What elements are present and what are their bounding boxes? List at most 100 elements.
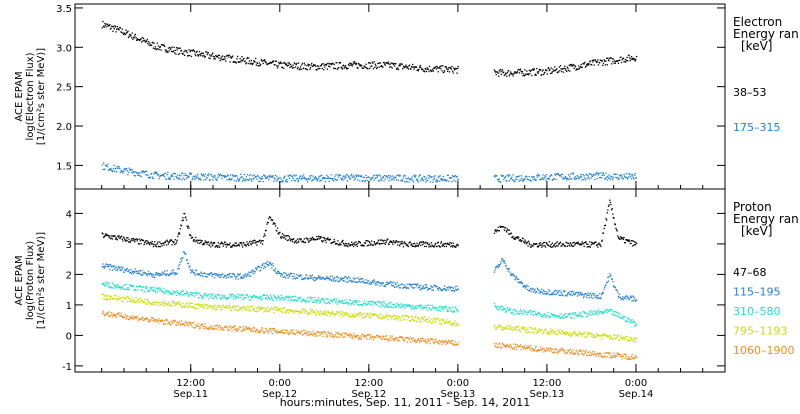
data-point xyxy=(113,284,114,285)
data-point xyxy=(172,301,173,302)
data-point xyxy=(173,291,174,292)
data-point xyxy=(112,282,113,283)
data-point xyxy=(411,308,412,309)
data-point xyxy=(291,239,292,240)
data-point xyxy=(235,243,236,244)
data-point xyxy=(442,307,443,308)
data-point xyxy=(235,298,236,299)
data-point xyxy=(108,286,109,287)
data-point xyxy=(450,242,451,243)
data-point xyxy=(408,317,409,318)
data-point xyxy=(301,238,302,239)
data-point xyxy=(632,176,633,177)
data-point xyxy=(572,291,573,292)
data-point xyxy=(365,64,366,65)
data-point xyxy=(283,300,284,301)
data-point xyxy=(177,47,178,48)
data-point xyxy=(552,293,553,294)
data-point xyxy=(287,181,288,182)
data-point xyxy=(619,340,620,341)
data-point xyxy=(546,70,547,71)
data-point xyxy=(551,332,552,333)
data-point xyxy=(516,176,517,177)
data-point xyxy=(603,233,604,234)
data-point xyxy=(544,315,545,316)
data-point xyxy=(176,47,177,48)
data-point xyxy=(362,180,363,181)
data-point xyxy=(187,303,188,304)
data-point xyxy=(527,329,528,330)
data-point xyxy=(165,241,166,242)
data-point xyxy=(105,282,106,283)
data-point xyxy=(334,278,335,279)
data-point xyxy=(585,313,586,314)
data-point xyxy=(307,64,308,65)
data-point xyxy=(127,268,128,269)
data-point xyxy=(319,68,320,69)
data-point xyxy=(327,178,328,179)
data-point xyxy=(273,181,274,182)
data-point xyxy=(111,312,112,313)
data-point xyxy=(534,290,535,291)
data-point xyxy=(529,73,530,74)
data-point xyxy=(146,288,147,289)
data-point xyxy=(623,174,624,175)
data-point xyxy=(127,301,128,302)
data-point xyxy=(105,266,106,267)
data-point xyxy=(184,55,185,56)
data-point xyxy=(607,64,608,65)
data-point xyxy=(286,296,287,297)
data-point xyxy=(160,304,161,305)
data-point xyxy=(251,181,252,182)
data-point xyxy=(504,177,505,178)
data-point xyxy=(607,176,608,177)
data-point xyxy=(155,292,156,293)
data-point xyxy=(304,63,305,64)
data-point xyxy=(446,67,447,68)
data-point xyxy=(552,331,553,332)
data-point xyxy=(572,295,573,296)
data-point xyxy=(345,67,346,68)
data-point xyxy=(204,272,205,273)
data-point xyxy=(218,275,219,276)
data-point xyxy=(623,299,624,300)
data-point xyxy=(243,178,244,179)
data-point xyxy=(562,174,563,175)
data-point xyxy=(346,174,347,175)
data-point xyxy=(195,55,196,56)
data-point xyxy=(622,298,623,299)
data-point xyxy=(535,292,536,293)
data-point xyxy=(443,243,444,244)
data-point xyxy=(197,51,198,52)
data-point xyxy=(180,48,181,49)
data-point xyxy=(264,295,265,296)
data-point xyxy=(505,227,506,228)
data-point xyxy=(333,280,334,281)
data-point xyxy=(587,63,588,64)
data-point xyxy=(540,69,541,70)
data-point xyxy=(139,270,140,271)
data-point xyxy=(253,240,254,241)
data-point xyxy=(551,330,552,331)
data-point xyxy=(215,273,216,274)
data-point xyxy=(268,295,269,296)
data-point xyxy=(375,302,376,303)
data-point xyxy=(557,334,558,335)
data-point xyxy=(259,240,260,241)
data-point xyxy=(235,245,236,246)
data-point xyxy=(456,323,457,324)
data-point xyxy=(197,308,198,309)
data-point xyxy=(379,66,380,67)
data-point xyxy=(425,181,426,182)
data-point xyxy=(594,295,595,296)
data-point xyxy=(153,304,154,305)
data-point xyxy=(147,240,148,241)
data-point xyxy=(614,311,615,312)
data-point xyxy=(352,280,353,281)
data-point xyxy=(352,315,353,316)
data-point xyxy=(584,246,585,247)
data-point xyxy=(508,174,509,175)
data-point xyxy=(329,303,330,304)
data-point xyxy=(326,64,327,65)
data-point xyxy=(277,179,278,180)
